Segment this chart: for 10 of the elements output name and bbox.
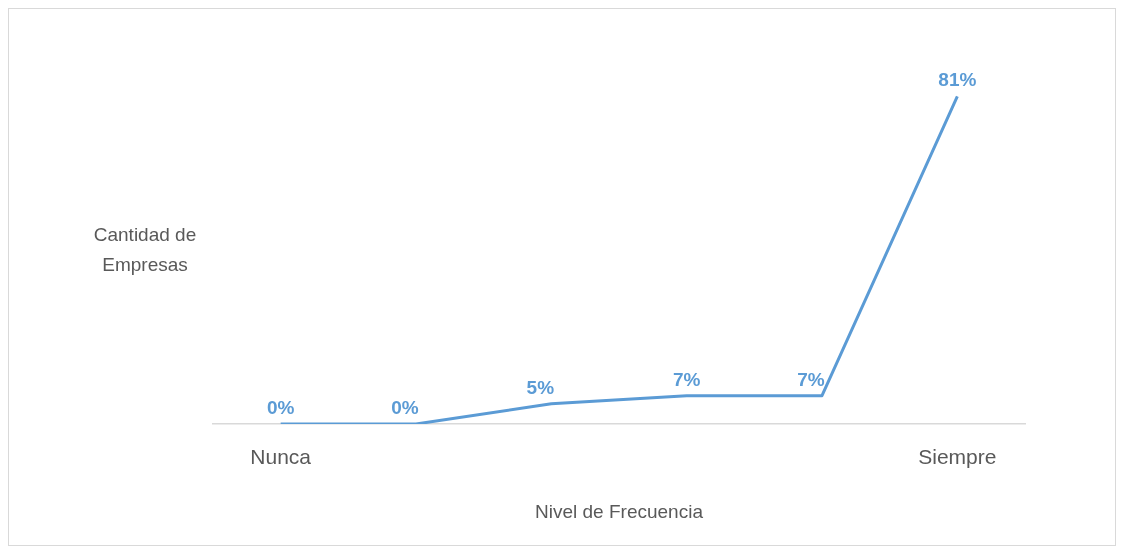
x-tick-label: Nunca bbox=[250, 445, 312, 469]
data-label: 0% bbox=[266, 397, 295, 419]
y-axis-title: Cantidad de Empresas bbox=[92, 223, 198, 277]
data-label: 81% bbox=[938, 69, 977, 92]
data-label: 5% bbox=[526, 376, 555, 399]
x-tick-label: Siempre bbox=[918, 445, 997, 469]
data-label: 7% bbox=[797, 368, 825, 391]
x-axis-title: Nivel de Frecuencia bbox=[535, 500, 704, 522]
data-label: 7% bbox=[672, 368, 701, 391]
data-label: 0% bbox=[391, 397, 419, 419]
